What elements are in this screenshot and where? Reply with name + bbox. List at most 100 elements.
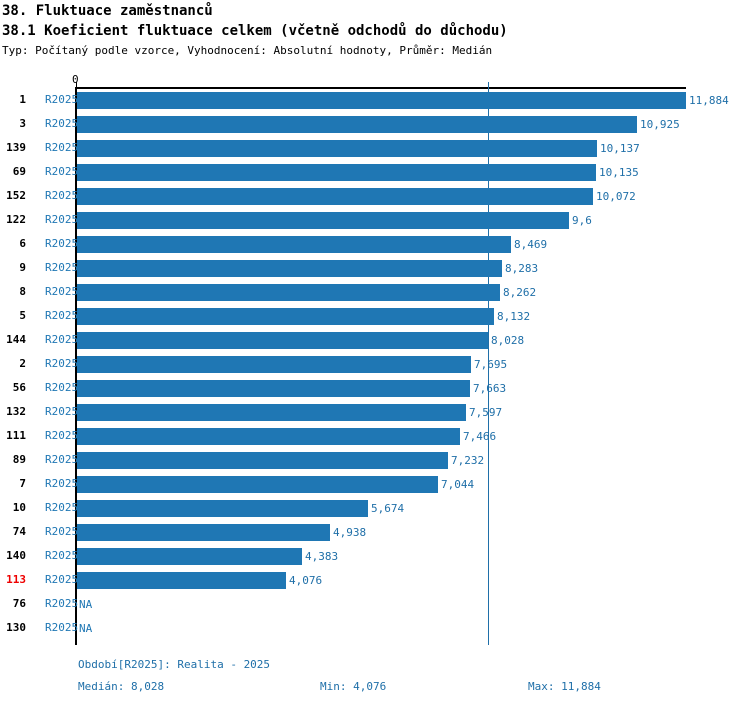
bar-row: 139 R2025 10,137 [0,137,750,161]
row-period-label: R2025 [45,357,79,370]
row-rank-label: 7 [19,477,26,490]
bar-row: 9 R2025 8,283 [0,257,750,281]
y-axis-line [75,88,77,645]
bar-value-label: 8,469 [514,238,548,251]
row-period-label: R2025 [45,405,79,418]
row-period-label: R2025 [45,429,79,442]
row-period-label: R2025 [45,261,79,274]
bar-row: 10 R2025 5,674 [0,497,750,521]
page-title: 38. Fluktuace zaměstnanců [2,3,213,19]
row-period-label: R2025 [45,237,79,250]
bar [77,380,470,397]
row-rank-label: 140 [6,549,26,562]
bar-value-label: 7,597 [469,406,503,419]
row-period-label: R2025 [45,501,79,514]
bar [77,188,593,205]
bar [77,500,368,517]
chart-type-line: Typ: Počítaný podle vzorce, Vyhodnocení:… [2,44,493,57]
bar [77,116,637,133]
bar-value-label: 10,137 [600,142,640,155]
bar [77,476,438,493]
bar-na-label: NA [79,598,93,611]
row-period-label: R2025 [45,93,79,106]
row-rank-label: 6 [19,237,26,250]
bar-value-label: 7,232 [451,454,485,467]
chart-subtitle: 38.1 Koeficient fluktuace celkem (včetně… [2,23,508,39]
bar [77,572,286,589]
bar [77,548,302,565]
row-rank-label: 5 [19,309,26,322]
bar [77,140,597,157]
row-period-label: R2025 [45,333,79,346]
row-rank-label: 111 [6,429,26,442]
bar-row: 5 R2025 8,132 [0,305,750,329]
bar-row: 111 R2025 7,466 [0,425,750,449]
row-rank-label: 56 [12,381,26,394]
bar-value-label: 7,663 [473,382,507,395]
bar-row: 132 R2025 7,597 [0,401,750,425]
bar [77,332,488,349]
x-axis-zero-tick-mark [76,82,77,88]
bar-row: 3 R2025 10,925 [0,113,750,137]
bar [77,452,448,469]
row-rank-label: 3 [19,117,26,130]
row-rank-label: 122 [6,213,26,226]
bar-value-label: 4,076 [289,574,323,587]
row-period-label: R2025 [45,117,79,130]
bar-value-label: 8,283 [505,262,539,275]
bar-row: 140 R2025 4,383 [0,545,750,569]
row-rank-label: 132 [6,405,26,418]
bar-row: 6 R2025 8,469 [0,233,750,257]
bar-na-label: NA [79,622,93,635]
row-period-label: R2025 [45,189,79,202]
footer-median-label: Medián: 8,028 [78,680,165,693]
bar-value-label: 8,028 [491,334,525,347]
bar-row: 2 R2025 7,695 [0,353,750,377]
row-rank-label: 144 [6,333,26,346]
bar-value-label: 7,466 [463,430,497,443]
bar-row: 130 R2025 NA [0,617,750,641]
bar [77,212,569,229]
bar [77,164,596,181]
bar-row: 122 R2025 9,6 [0,209,750,233]
bar-value-label: 8,262 [503,286,537,299]
row-rank-label: 130 [6,621,26,634]
row-period-label: R2025 [45,165,79,178]
bar-value-label: 10,925 [640,118,680,131]
footer-max-label: Max: 11,884 [528,680,601,693]
median-reference-line [488,82,489,645]
row-period-label: R2025 [45,453,79,466]
bar-row: 8 R2025 8,262 [0,281,750,305]
row-rank-label: 69 [12,165,26,178]
bar-row: 76 R2025 NA [0,593,750,617]
bar-row: 69 R2025 10,135 [0,161,750,185]
row-rank-label: 10 [12,501,26,514]
bar [77,524,330,541]
bar [77,236,511,253]
row-period-label: R2025 [45,597,79,610]
bar [77,260,502,277]
footer-min-label: Min: 4,076 [320,680,387,693]
row-rank-label: 1 [19,93,26,106]
bar-value-label: 10,072 [596,190,636,203]
bar-row: 7 R2025 7,044 [0,473,750,497]
bar-row: 113 R2025 4,076 [0,569,750,593]
row-rank-label: 139 [6,141,26,154]
row-period-label: R2025 [45,573,79,586]
bar-value-label: 5,674 [371,502,405,515]
row-period-label: R2025 [45,477,79,490]
bar [77,284,500,301]
row-period-label: R2025 [45,309,79,322]
row-period-label: R2025 [45,549,79,562]
row-rank-label: 113 [6,573,26,586]
bar-row: 56 R2025 7,663 [0,377,750,401]
x-axis-line [75,87,686,89]
bar-value-label: 7,044 [441,478,475,491]
bar-value-label: 8,132 [497,310,531,323]
bar-value-label: 4,938 [333,526,367,539]
bar [77,404,466,421]
row-rank-label: 74 [12,525,26,538]
footer-period-label: Období[R2025]: Realita - 2025 [78,658,271,671]
row-rank-label: 152 [6,189,26,202]
x-axis-zero-tick-label: 0 [72,73,79,86]
